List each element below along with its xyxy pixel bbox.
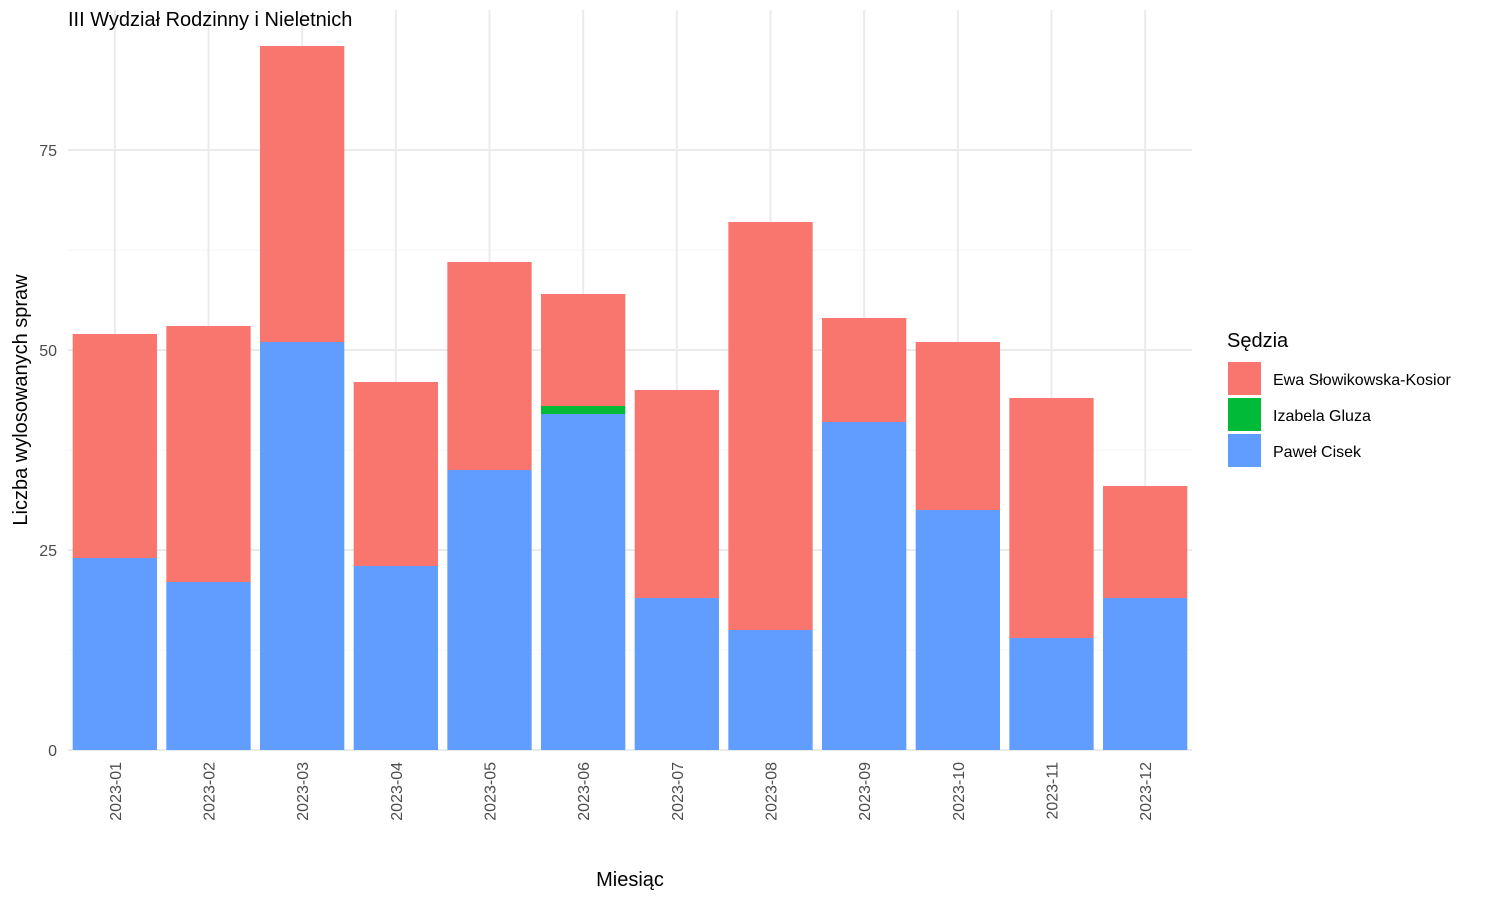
bar-segment	[166, 582, 251, 750]
bar-segment	[822, 422, 907, 750]
x-tick-label: 2023-03	[295, 762, 312, 821]
bar-segment	[260, 46, 345, 342]
bar-segment	[1009, 398, 1094, 638]
axis-layer: 0 25 50 75 2023-01 2023-02 2023-03 2023-04 2023-…	[39, 143, 1155, 821]
legend-label: Paweł Cisek	[1273, 444, 1362, 461]
bar-segment	[72, 558, 157, 750]
bar-segment	[353, 382, 438, 566]
bar-segment	[541, 294, 626, 406]
legend-label: Izabela Gluza	[1273, 408, 1371, 425]
bar-segment	[915, 342, 1000, 510]
x-tick-label: 2023-11	[1045, 762, 1062, 820]
bar-segment	[166, 326, 251, 582]
x-tick-label: 2023-01	[108, 762, 125, 821]
legend-swatch	[1228, 362, 1261, 395]
legend-items: Ewa Słowikowska-Kosior Izabela Gluza Paweł…	[1228, 362, 1452, 467]
bar-segment	[260, 342, 345, 750]
bar-segment	[915, 510, 1000, 750]
legend: Sędzia Ewa Słowikowska-Kosior Izabela Glu…	[1227, 330, 1452, 467]
chart-title: III Wydział Rodzinny i Nieletnich	[68, 9, 352, 31]
bar-segment	[634, 598, 719, 750]
bar-segment	[353, 566, 438, 750]
y-tick-label: 25	[39, 543, 57, 560]
legend-label: Ewa Słowikowska-Kosior	[1273, 372, 1452, 389]
y-tick-label: 50	[39, 343, 57, 360]
bar-segment	[728, 222, 813, 630]
x-tick-label: 2023-09	[857, 762, 874, 821]
y-axis-label: Liczba wylosowanych spraw	[10, 274, 32, 526]
bar-segment	[447, 262, 532, 470]
y-tick-label: 75	[39, 143, 57, 160]
x-tick-label: 2023-10	[951, 762, 968, 821]
bar-segment	[1009, 638, 1094, 750]
legend-swatch	[1228, 434, 1261, 467]
bar-segment	[634, 390, 719, 598]
x-tick-label: 2023-06	[576, 762, 593, 821]
x-tick-label: 2023-07	[670, 762, 687, 821]
x-tick-label: 2023-12	[1138, 762, 1155, 821]
x-tick-label: 2023-02	[202, 762, 219, 821]
legend-swatch	[1228, 398, 1261, 431]
y-tick-label: 0	[48, 743, 57, 760]
bar-segment	[1103, 486, 1188, 598]
x-axis-label: Miesiąc	[596, 869, 664, 891]
bar-segment	[728, 630, 813, 750]
x-tick-label: 2023-08	[764, 762, 781, 821]
bar-segment	[541, 414, 626, 750]
bar-segment	[447, 470, 532, 750]
bar-segment	[822, 318, 907, 422]
legend-title: Sędzia	[1227, 330, 1289, 352]
bar-segment	[72, 334, 157, 558]
bar-segment	[541, 406, 626, 414]
bars-layer	[72, 46, 1188, 750]
x-tick-label: 2023-05	[483, 762, 500, 821]
bar-segment	[1103, 598, 1188, 750]
x-tick-label: 2023-04	[389, 762, 406, 821]
